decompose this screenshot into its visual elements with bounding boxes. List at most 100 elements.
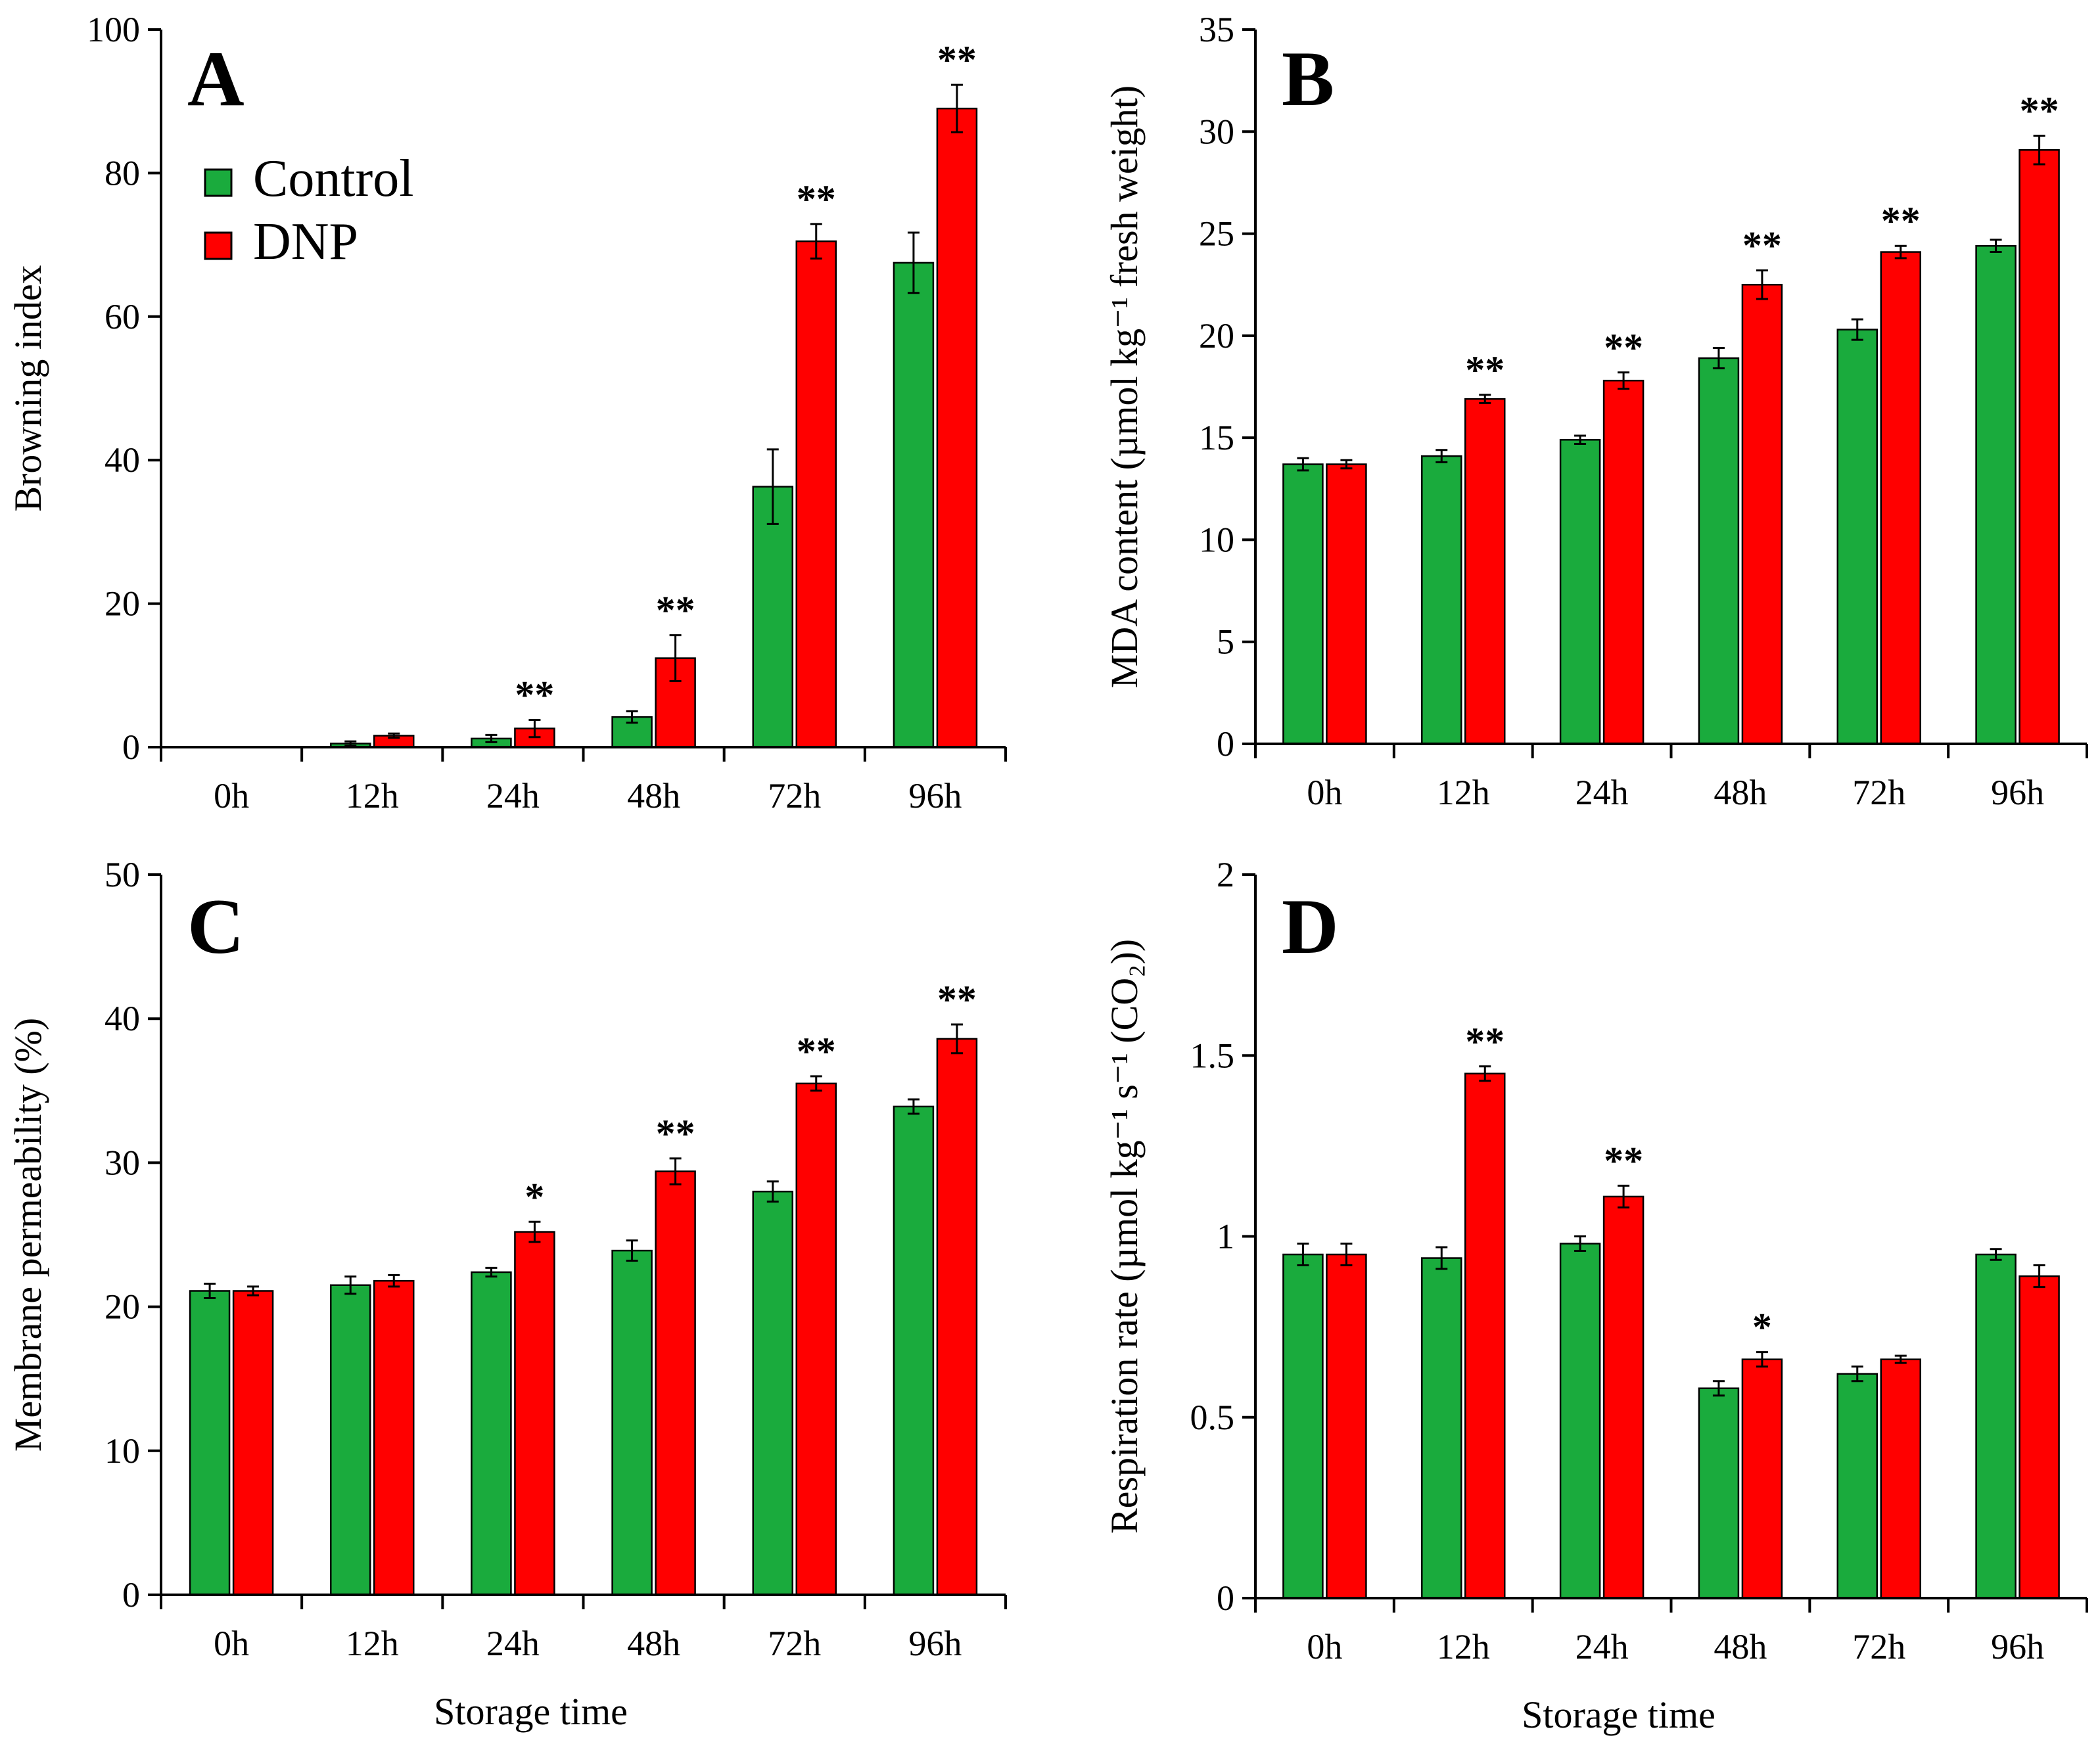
bar-d-dnp-0h: [1326, 1253, 1367, 1599]
significance-marker-b-12h: **: [1465, 348, 1505, 392]
y-tick-label: 10: [105, 1431, 140, 1471]
x-tick-label-96h: 96h: [1991, 773, 2044, 812]
error-bar-a-control-12h: [344, 740, 357, 747]
legend-swatch-dnp: [204, 231, 233, 260]
error-bar-c-control-12h: [344, 1275, 357, 1295]
x-tick-label-0h: 0h: [214, 776, 249, 815]
x-tick-label-24h: 24h: [486, 1624, 540, 1663]
y-tick-label: 40: [105, 440, 140, 480]
bar-d-control-24h: [1559, 1243, 1601, 1599]
bar-d-control-96h: [1975, 1253, 2017, 1599]
bar-d-control-12h: [1421, 1257, 1462, 1599]
error-bar-a-dnp-72h: [810, 223, 822, 260]
error-bar-b-dnp-72h: [1894, 244, 1907, 260]
error-bar-d-control-12h: [1435, 1246, 1448, 1270]
x-tick-label-96h: 96h: [1991, 1627, 2044, 1666]
significance-marker-c-96h: **: [937, 978, 977, 1021]
bar-d-control-48h: [1698, 1387, 1740, 1599]
y-tick-label: 15: [1199, 418, 1234, 457]
x-tick-label-12h: 12h: [346, 1624, 399, 1663]
bar-b-control-72h: [1836, 329, 1878, 745]
error-bar-a-control-48h: [626, 710, 638, 724]
bar-b-dnp-24h: [1602, 379, 1645, 745]
significance-marker-a-96h: **: [937, 38, 977, 81]
y-tick-label: 30: [1199, 112, 1234, 151]
y-tick-label: 20: [105, 1287, 140, 1327]
x-tick-label-72h: 72h: [768, 1624, 821, 1663]
significance-marker-c-72h: **: [797, 1030, 836, 1073]
x-tick-label-24h: 24h: [1575, 1627, 1629, 1666]
error-bar-b-dnp-48h: [1756, 269, 1768, 300]
x-tick-label-48h: 48h: [1714, 1627, 1767, 1666]
error-bar-b-control-24h: [1574, 434, 1587, 445]
error-bar-a-dnp-96h: [950, 83, 963, 133]
significance-marker-a-72h: **: [797, 177, 836, 221]
bar-b-control-0h: [1282, 463, 1324, 745]
error-bar-c-control-72h: [766, 1180, 779, 1203]
y-tick-label: 0.5: [1190, 1398, 1235, 1437]
bar-a-control-96h: [893, 262, 935, 748]
y-tick-label: 80: [105, 153, 140, 193]
error-bar-a-dnp-24h: [528, 719, 541, 739]
error-bar-d-control-48h: [1712, 1380, 1725, 1397]
error-bar-a-control-24h: [485, 733, 498, 743]
error-bar-a-control-96h: [907, 231, 920, 294]
bar-b-control-24h: [1559, 438, 1601, 745]
x-tick-label-48h: 48h: [627, 1624, 680, 1663]
panel-letter-c: C: [187, 883, 245, 970]
significance-marker-c-24h: *: [525, 1175, 544, 1218]
x-tick-label-24h: 24h: [486, 776, 540, 815]
x-tick-label-24h: 24h: [1575, 773, 1629, 812]
x-axis-title: Storage time: [1522, 1693, 1715, 1736]
bar-b-dnp-0h: [1326, 463, 1367, 745]
chart-panel-a: ** ** ** ** 0 20 40 60 80 100 0h 12h 24h 48h 72h 96h Bro…: [7, 10, 1007, 815]
error-bar-b-control-48h: [1712, 346, 1725, 370]
bar-c-control-0h: [189, 1290, 231, 1596]
error-bar-d-dnp-24h: [1618, 1184, 1630, 1208]
y-tick-label: 60: [105, 297, 140, 336]
x-tick-label-0h: 0h: [1307, 1627, 1342, 1666]
error-bar-d-dnp-12h: [1479, 1065, 1491, 1082]
error-bar-d-dnp-48h: [1756, 1351, 1768, 1368]
bar-c-dnp-24h: [514, 1231, 555, 1596]
chart-panel-b: ** ** ** ** ** 0 5 10 15 20 25 30 35 0h 12h 24h 48h 72h 96…: [1103, 10, 2088, 812]
bar-b-dnp-48h: [1741, 283, 1783, 745]
bar-d-dnp-96h: [2018, 1275, 2060, 1599]
bar-a-dnp-96h: [936, 107, 978, 748]
error-bar-b-dnp-12h: [1479, 394, 1491, 404]
significance-marker-c-48h: **: [656, 1112, 695, 1155]
x-tick-label-12h: 12h: [1437, 1627, 1490, 1666]
bar-c-control-48h: [611, 1249, 653, 1596]
y-tick-label: 50: [105, 855, 140, 894]
bar-c-dnp-72h: [795, 1082, 837, 1596]
y-tick-label: 30: [105, 1143, 140, 1182]
significance-marker-b-72h: **: [1881, 199, 1921, 242]
bar-a-dnp-72h: [795, 240, 837, 748]
y-tick-label: 0: [1217, 724, 1234, 764]
y-tick-label: 20: [105, 584, 140, 624]
significance-marker-a-48h: **: [656, 589, 695, 632]
error-bar-d-control-72h: [1851, 1365, 1863, 1383]
y-tick-label: 0: [1217, 1578, 1234, 1618]
y-tick-label: 20: [1199, 316, 1234, 356]
y-tick-label: 10: [1199, 520, 1234, 559]
error-bar-d-control-24h: [1574, 1235, 1587, 1252]
error-bar-b-control-72h: [1851, 318, 1863, 341]
y-tick-label: 40: [105, 999, 140, 1038]
x-tick-label-12h: 12h: [1437, 773, 1490, 812]
error-bar-b-dnp-96h: [2033, 134, 2045, 166]
error-bar-c-dnp-0h: [247, 1285, 260, 1297]
y-axis-title: Browning index: [7, 265, 49, 511]
significance-marker-b-48h: **: [1742, 223, 1782, 267]
y-tick-label: 35: [1199, 10, 1234, 49]
significance-marker-d-48h: *: [1752, 1306, 1772, 1349]
bar-b-control-48h: [1698, 357, 1740, 745]
bar-c-control-24h: [471, 1271, 512, 1596]
error-bar-d-dnp-72h: [1894, 1354, 1907, 1364]
y-axis-title: Membrane permeability (%): [7, 1018, 49, 1452]
y-tick-label: 5: [1217, 622, 1234, 662]
